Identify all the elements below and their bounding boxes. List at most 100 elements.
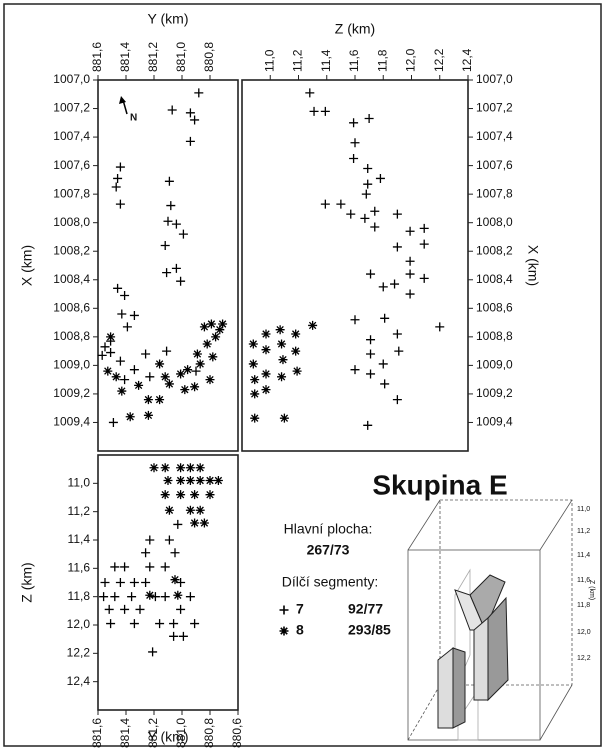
data-point [366,269,376,279]
data-point [135,604,145,614]
data-point [195,505,205,515]
y-tick-label: 1007,6 [53,158,90,172]
data-point [115,356,125,366]
x-tick-label: 881,0 [174,718,188,748]
data-point [292,366,302,376]
data-point [145,562,155,572]
data-point [176,276,186,286]
data-point [176,369,186,379]
y-axis-title: X (km) [525,245,541,286]
data-point [129,578,139,587]
data-point [163,476,173,485]
plane-face [452,647,466,729]
data-point [291,329,301,339]
legend-orientation: 92/77 [348,601,383,617]
inset-z-label: 11,4 [577,552,590,559]
data-point [213,476,223,485]
data-point [419,223,429,233]
data-point [350,138,360,148]
y-tick-label: 1007,2 [53,101,90,115]
data-point [208,352,218,362]
data-point [277,339,287,349]
data-point [392,329,402,339]
y-tick-label: 11,8 [68,589,91,603]
data-point [129,619,139,629]
y-tick-label: 1007,0 [476,72,513,86]
inset-axis-label: Z (km) [588,580,595,600]
data-point [366,369,376,379]
data-point [375,173,385,183]
data-point [380,379,390,389]
data-point [106,619,116,629]
data-point [215,325,225,335]
data-point [180,385,190,395]
data-point [211,332,221,342]
data-point [199,322,209,332]
data-point [113,173,123,183]
data-point [435,322,445,332]
plane-face [437,646,454,729]
data-point [108,417,118,427]
x-tick-label: 11,0 [262,49,276,72]
data-point [320,199,330,209]
data-point [160,463,170,473]
data-point [166,201,176,211]
data-point [390,279,400,289]
data-point [191,366,201,376]
data-point [190,619,200,629]
x-axis-title: Y (km) [148,729,189,745]
data-point [162,346,172,356]
data-point [278,355,288,365]
y-tick-label: 1008,0 [476,215,513,229]
data-point [115,199,125,209]
data-point [120,375,130,385]
main-plane-label: Hlavní plocha: [284,521,373,537]
y-tick-label: 1007,6 [476,158,513,172]
data-point [405,256,415,266]
x-tick-label: 881,6 [90,42,104,72]
data-point [279,413,289,423]
x-tick-label: 880,6 [230,718,244,748]
data-point [117,309,127,319]
inset-z-label: 11,2 [577,528,590,535]
y-axis-title: X (km) [19,245,35,286]
data-point [141,349,151,359]
x-tick-label: 11,8 [375,49,389,72]
data-point [380,313,390,323]
data-point [143,410,153,420]
x-tick-label: 881,4 [118,42,132,72]
data-point [392,395,402,405]
y-tick-label: 1007,4 [53,129,90,143]
legend-orientation: 293/85 [348,622,391,638]
x-axis-title: Z (km) [335,21,375,37]
data-point [127,592,137,602]
data-point [261,369,271,379]
plane-face [487,596,509,702]
data-point [160,241,170,251]
data-point [378,359,388,369]
y-tick-label: 1009,0 [53,358,90,372]
data-point [164,176,174,186]
data-point [160,562,170,572]
data-point [185,463,195,473]
data-point [111,372,121,382]
plot-frame [97,454,239,711]
y-tick-label: 1008,2 [476,243,513,257]
data-point [248,339,258,349]
data-point [115,162,125,172]
data-point [149,463,159,473]
data-point [120,604,130,614]
data-point [363,420,373,430]
data-point [366,349,376,359]
x-tick-label: 881,4 [118,718,132,748]
data-point [99,592,109,602]
data-point [206,319,216,329]
data-point [122,322,132,332]
data-point [248,359,258,369]
data-point [378,282,388,292]
data-point [164,535,174,545]
y-tick-label: 1008,8 [476,329,513,343]
y-tick-label: 1009,2 [476,386,513,400]
data-point [394,346,404,356]
data-point [405,289,415,299]
